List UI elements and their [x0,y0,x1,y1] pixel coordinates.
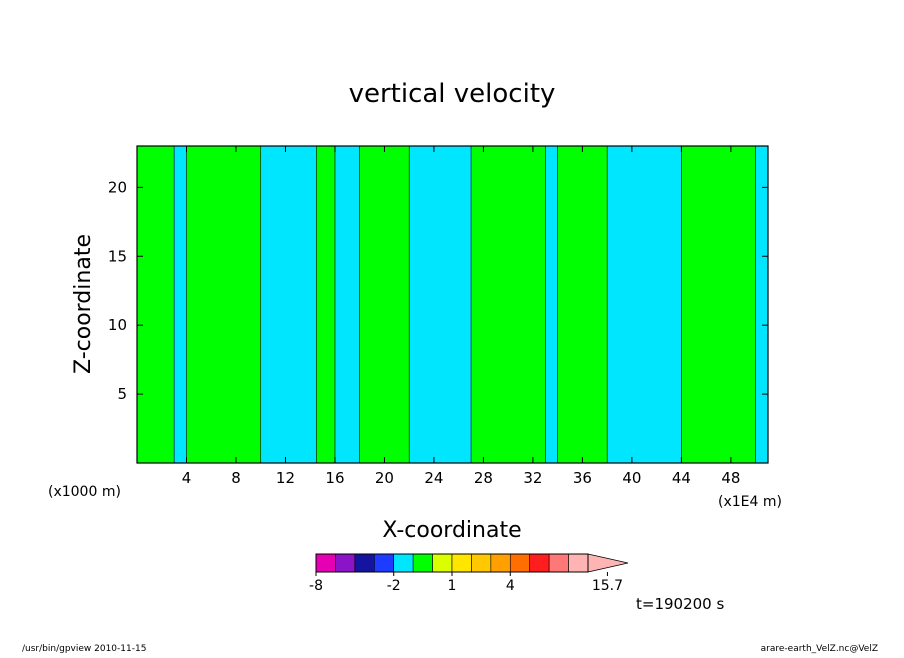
colorbar-extension [587,553,629,573]
colorbar-swatch [548,553,569,573]
x-tick-label: 20 [375,469,394,487]
footer-left: /usr/bin/gpview 2010-11-15 [22,644,146,654]
plot-area [137,146,768,463]
colorbar-swatch [412,553,433,573]
positive-band-7 [681,146,756,463]
y-tick-label: 15 [108,247,127,265]
positive-band-6 [557,146,608,463]
colorbar-swatch [529,553,550,573]
positive-band-5 [470,146,546,463]
colorbar-swatch [393,553,414,573]
positive-band-3 [316,146,336,463]
colorbar: -8 -2 1 4 15.7 [309,553,629,594]
x-tick-label: 16 [325,469,344,487]
colorbar-swatch [335,553,356,573]
colorbar-label: -2 [387,578,401,594]
x-tick-label: 32 [523,469,542,487]
x-axis-label: X-coordinate [382,518,521,543]
colorbar-swatch [315,553,336,573]
x-tick-label: 48 [721,469,740,487]
y-tick-label: 5 [117,385,127,403]
time-label: t=190200 s [636,595,724,613]
colorbar-swatch [471,553,492,573]
colorbar-swatch [373,553,395,573]
y-axis-label: Z-coordinate [71,234,96,374]
chart-title: vertical velocity [349,79,556,109]
colorbar-label: -8 [309,578,323,594]
x-tick-label: 44 [672,469,691,487]
x-axis-unit-left: (x1000 m) [48,484,121,500]
x-tick-label: 28 [474,469,493,487]
x-axis-ticks: 4 8 12 16 20 24 28 32 36 40 44 48 [182,146,740,487]
positive-band-1 [137,146,175,463]
footer-right: arare-earth_VelZ.nc@VelZ [761,644,878,654]
y-tick-label: 20 [108,178,127,196]
colorbar-swatch [509,553,531,573]
colorbar-swatch [490,553,511,573]
positive-velocity-field [137,146,756,463]
plot-frame [136,145,769,464]
colorbar-swatch [568,553,589,573]
x-tick-label: 36 [573,469,592,487]
x-tick-label: 40 [622,469,641,487]
positive-band-2 [186,146,262,463]
colorbar-label: 1 [448,578,457,594]
colorbar-label: 4 [506,578,515,594]
x-tick-label: 8 [231,469,241,487]
x-tick-label: 4 [182,469,192,487]
x-tick-label: 24 [424,469,443,487]
positive-band-4 [359,146,410,463]
colorbar-swatch [354,553,375,573]
y-tick-label: 10 [108,316,127,334]
colorbar-label: 15.7 [592,578,623,594]
y-axis-ticks: 5 10 15 20 [108,178,768,403]
colorbar-swatch [432,553,453,573]
colorbar-swatch [451,553,472,573]
x-tick-label: 12 [276,469,295,487]
x-axis-unit-right: (x1E4 m) [718,494,782,510]
